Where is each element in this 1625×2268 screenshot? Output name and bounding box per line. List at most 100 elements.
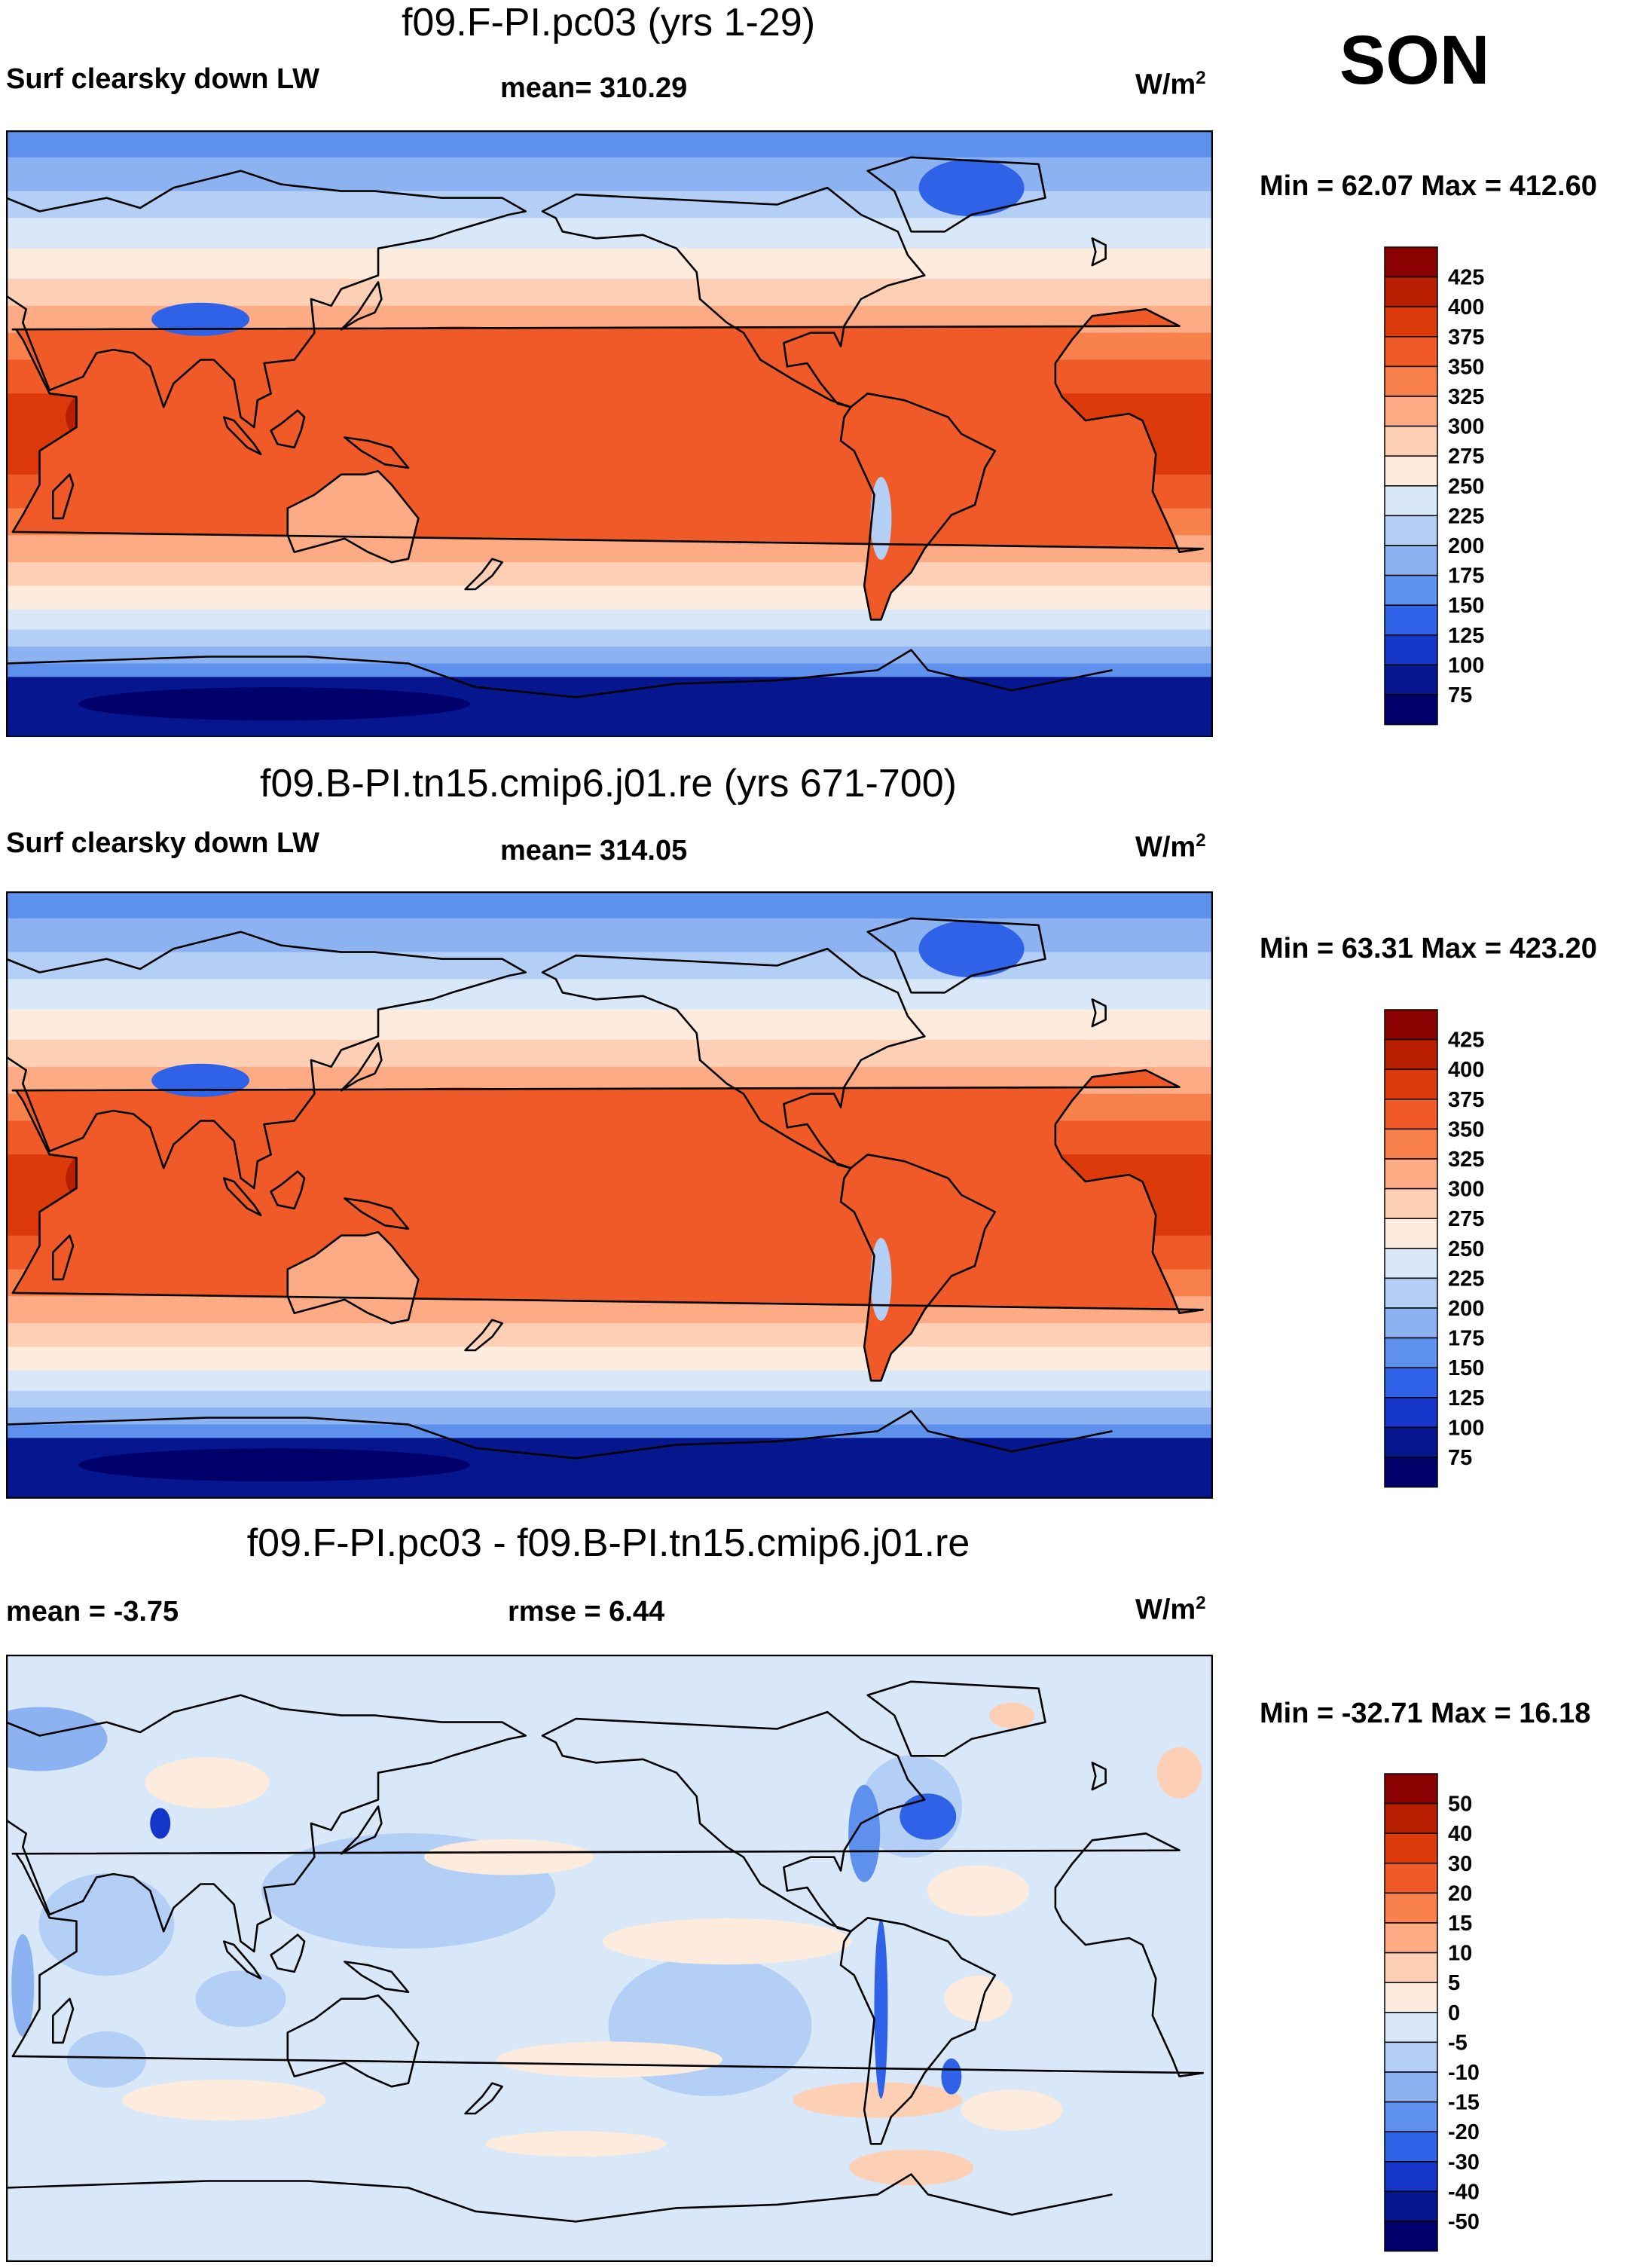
coastline-australia <box>286 470 420 564</box>
colorbar-box <box>1384 1158 1438 1190</box>
coastline-sumatra <box>223 1177 262 1217</box>
colorbar-box <box>1384 306 1438 338</box>
colorbar-box <box>1384 1277 1438 1309</box>
colorbar-tick-label: 400 <box>1448 1058 1484 1082</box>
coastline-borneo <box>270 1933 306 1973</box>
panel-2-minmax: Min = 63.31 Max = 423.20 <box>1260 933 1597 964</box>
coastline-eurasia <box>6 1694 527 1953</box>
colorbar-tick-label: 125 <box>1448 624 1484 648</box>
panel-1-mean-label: mean= 310.29 <box>500 72 688 104</box>
colorbar-tick-label: 375 <box>1448 1088 1484 1112</box>
samerica-field <box>841 1154 995 1381</box>
anomaly-patch <box>874 1919 888 2099</box>
australia-field <box>287 1232 419 1324</box>
colorbar-box <box>1384 455 1438 487</box>
coastline-newzealand <box>464 558 503 591</box>
coastline-namerica <box>541 947 926 1169</box>
samerica-field <box>841 393 995 620</box>
colorbar-box <box>1384 2071 1438 2103</box>
panel-1-units-label: W/m2 <box>1135 68 1206 101</box>
anomaly-patch <box>602 1918 851 1965</box>
coastline-greenland <box>866 1680 1046 1757</box>
anomaly-patch <box>195 1970 286 2028</box>
contour-field <box>6 130 1213 737</box>
anomaly-patch <box>485 2131 667 2157</box>
colorbar-box <box>1384 246 1438 278</box>
colorbar-box <box>1384 1187 1438 1219</box>
colorbar-box <box>1384 604 1438 636</box>
coastline-japan <box>340 1042 383 1092</box>
anomaly-patch <box>6 1707 108 1771</box>
season-label: SON <box>1339 22 1490 99</box>
colorbar-tick-label: 425 <box>1448 1029 1484 1053</box>
coastline-newguinea <box>344 1197 410 1230</box>
panel-1-variable-label: Surf clearsky down LW <box>6 63 319 95</box>
colorbar-box <box>1384 664 1438 695</box>
colorbar-box <box>1384 515 1438 546</box>
coastline-greenland <box>866 917 1046 994</box>
coastline-namerica <box>541 186 926 408</box>
colorbar-box <box>1384 694 1438 726</box>
colorbar-tick-label: -15 <box>1448 2091 1480 2115</box>
colorbar-box <box>1384 1773 1438 1805</box>
colorbar-box <box>1384 2131 1438 2163</box>
colorbar-box <box>1384 2190 1438 2222</box>
panel-2-variable-label: Surf clearsky down LW <box>6 827 319 859</box>
panel-3-mean-label: mean = -3.75 <box>6 1596 179 1628</box>
coastline-eurasia <box>6 931 527 1190</box>
colorbar-tick-label: 275 <box>1448 445 1484 469</box>
anomaly-patch <box>496 2041 722 2078</box>
colorbar-box <box>1384 1099 1438 1130</box>
colorbar-tick-label: 150 <box>1448 1356 1484 1380</box>
tibet-cold <box>151 302 250 336</box>
anomaly-patch <box>793 2082 963 2118</box>
coastline-japan <box>340 281 383 331</box>
coastline-africa <box>11 308 1204 553</box>
colorbar-box <box>1384 276 1438 307</box>
colorbar-box <box>1384 485 1438 517</box>
colorbar-tick-label: 400 <box>1448 295 1484 319</box>
colorbar-box <box>1384 574 1438 606</box>
anomaly-patch <box>961 2089 1063 2131</box>
contour-field <box>6 891 1213 1499</box>
colorbar-tick-label: 10 <box>1448 1942 1472 1966</box>
colorbar-tick-label: 40 <box>1448 1822 1472 1846</box>
colorbar-tick-label: 100 <box>1448 653 1484 677</box>
coastline-uk <box>1091 998 1107 1028</box>
coastline-eurasia <box>6 170 527 429</box>
coastline-newguinea <box>344 1961 410 1994</box>
colorbar-tick-label: 30 <box>1448 1852 1472 1876</box>
panel-1-colorbar: 425 400 375 350 325 300 275 250 225 200 175 150 125 1… <box>1384 246 1484 726</box>
colorbar-box <box>1384 396 1438 427</box>
colorbar-tick-label: 75 <box>1448 683 1472 708</box>
panel-2-mean-label: mean= 314.05 <box>500 835 688 867</box>
colorbar-tick-label: 175 <box>1448 1327 1484 1351</box>
coastlines <box>6 917 1204 1460</box>
panel-2-units-label: W/m2 <box>1135 830 1206 863</box>
panel-3-map <box>6 1655 1213 2262</box>
colorbar-tick-label: 125 <box>1448 1386 1484 1411</box>
colorbar-tick-label: -40 <box>1448 2180 1480 2204</box>
colorbar-tick-label: -30 <box>1448 2150 1480 2175</box>
coastline-greenland <box>866 156 1046 233</box>
panel-1-map <box>6 130 1213 737</box>
colorbar-box <box>1384 1456 1438 1488</box>
colorbar-tick-label: 375 <box>1448 326 1484 350</box>
panel-3-units-label: W/m2 <box>1135 1593 1206 1626</box>
colorbar-box <box>1384 2041 1438 2073</box>
coastline-madagascar <box>52 1234 75 1281</box>
colorbar-box <box>1384 545 1438 576</box>
colorbar-tick-label: 50 <box>1448 1793 1472 1817</box>
colorbar-box <box>1384 1068 1438 1100</box>
coastline-africa <box>11 1832 1204 2077</box>
coastline-africa <box>11 1069 1204 1314</box>
anomaly-patch <box>989 1702 1034 1729</box>
anomaly-patch <box>122 2079 326 2121</box>
coastline-sumatra <box>223 416 262 456</box>
colorbar-tick-label: -20 <box>1448 2120 1480 2144</box>
coastline-madagascar <box>52 473 75 520</box>
coastline-namerica <box>541 1710 926 1933</box>
tibet-cold <box>151 1063 250 1097</box>
anomaly-patch <box>927 1865 1029 1917</box>
colorbar-tick-label: -50 <box>1448 2210 1480 2234</box>
